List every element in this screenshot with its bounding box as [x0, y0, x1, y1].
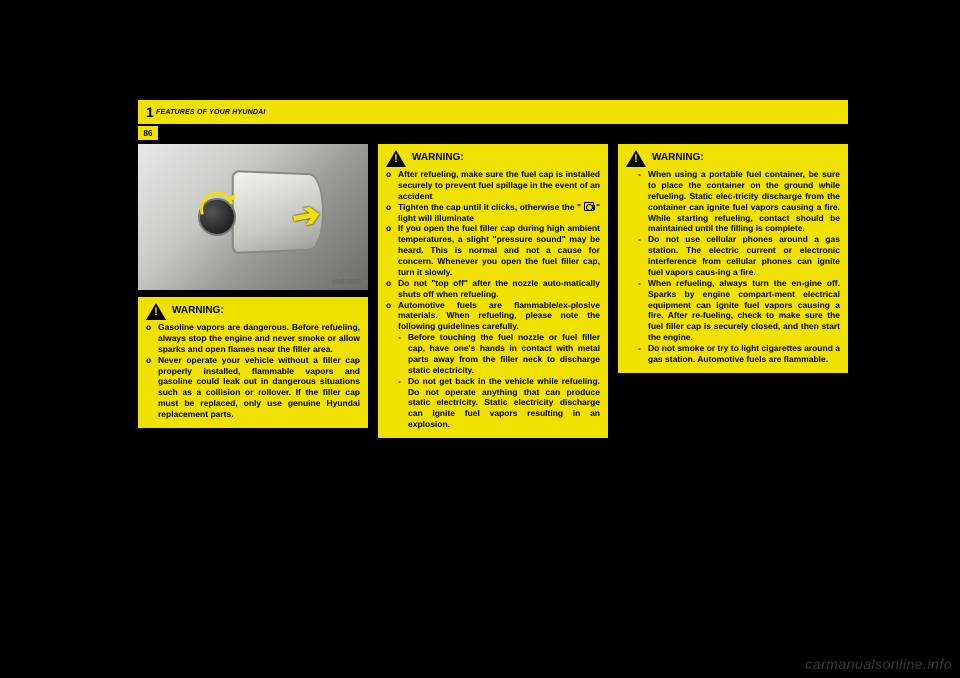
column-2: WARNING: o After refueling, make sure th… — [378, 144, 608, 438]
list-subitem: - When refueling, always turn the en-gin… — [626, 278, 840, 343]
warning-title: WARNING: — [172, 305, 224, 318]
warning-title: WARNING: — [652, 152, 704, 165]
warning-header: WARNING: — [386, 150, 600, 167]
list-item: o Automotive fuels are flammable/ex-plos… — [386, 300, 600, 333]
watermark: carmanualsonline.info — [805, 656, 952, 672]
warning-header: WARNING: — [626, 150, 840, 167]
list-item: o If you open the fuel filler cap during… — [386, 223, 600, 277]
column-3: WARNING: - When using a portable fuel co… — [618, 144, 848, 438]
list-item: o After refueling, make sure the fuel ca… — [386, 169, 600, 202]
warning-triangle-icon — [386, 150, 406, 167]
chapter-title: FEATURES OF YOUR HYUNDAI — [156, 109, 266, 116]
column-1: ➔ HNF2021 WARNING: o Gasoline vapors are… — [138, 144, 368, 438]
chapter-number: 1 — [146, 104, 154, 120]
list-subitem: - Before touching the fuel nozzle or fue… — [386, 332, 600, 376]
warning-box-2: WARNING: o After refueling, make sure th… — [378, 144, 608, 438]
warning-box-1: WARNING: o Gasoline vapors are dangerous… — [138, 297, 368, 428]
page: 1 FEATURES OF YOUR HYUNDAI 86 ➔ HNF2021 … — [138, 100, 848, 124]
warning-title: WARNING: — [412, 152, 464, 165]
warning-triangle-icon — [146, 303, 166, 320]
list-subitem: - When using a portable fuel container, … — [626, 169, 840, 234]
list-item: o Do not "top off" after the nozzle auto… — [386, 278, 600, 300]
image-id-label: HNF2021 — [332, 279, 362, 286]
fuel-light-icon — [584, 202, 594, 211]
warning-triangle-icon — [626, 150, 646, 167]
warning-header: WARNING: — [146, 303, 360, 320]
list-item: o Tighten the cap until it clicks, other… — [386, 202, 600, 224]
content-area: ➔ HNF2021 WARNING: o Gasoline vapors are… — [138, 144, 848, 438]
fuel-door-photo: ➔ HNF2021 — [138, 144, 368, 290]
header-bar: 1 FEATURES OF YOUR HYUNDAI — [138, 100, 848, 124]
list-item: o Never operate your vehicle without a f… — [146, 355, 360, 420]
swing-arrow-icon: ➔ — [289, 194, 324, 238]
list-subitem: - Do not smoke or try to light cigarette… — [626, 343, 840, 365]
warning-list: o After refueling, make sure the fuel ca… — [386, 169, 600, 430]
warning-box-3: WARNING: - When using a portable fuel co… — [618, 144, 848, 373]
page-number: 86 — [138, 126, 158, 140]
warning-list: - When using a portable fuel container, … — [626, 169, 840, 365]
list-subitem: - Do not use cellular phones around a ga… — [626, 234, 840, 278]
list-item: o Gasoline vapors are dangerous. Before … — [146, 322, 360, 355]
list-subitem: - Do not get back in the vehicle while r… — [386, 376, 600, 430]
warning-list: o Gasoline vapors are dangerous. Before … — [146, 322, 360, 420]
